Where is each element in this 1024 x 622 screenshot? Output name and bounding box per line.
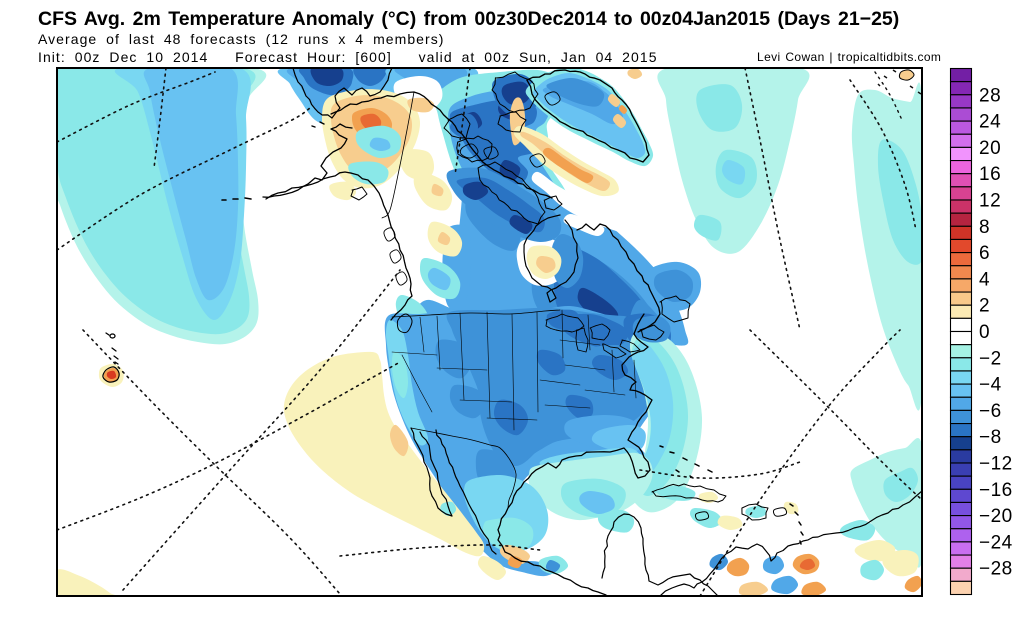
svg-text:−28: −28 bbox=[979, 559, 1013, 580]
svg-text:4: 4 bbox=[979, 269, 990, 290]
svg-text:−2: −2 bbox=[979, 348, 1002, 369]
svg-text:CFS Avg. 2m Temperature Anomal: CFS Avg. 2m Temperature Anomaly (°C) fro… bbox=[38, 8, 899, 30]
svg-text:6: 6 bbox=[979, 243, 990, 264]
svg-text:−4: −4 bbox=[979, 375, 1002, 396]
svg-text:Init: 00z Dec 10 2014 Foreca: Init: 00z Dec 10 2014 Forecast Hour: [60… bbox=[38, 49, 658, 65]
svg-text:Average of last 48 forecasts (: Average of last 48 forecasts (12 runs x … bbox=[38, 31, 445, 47]
svg-text:12: 12 bbox=[979, 191, 1001, 212]
svg-text:−12: −12 bbox=[979, 454, 1013, 475]
svg-text:8: 8 bbox=[979, 217, 990, 238]
svg-text:−16: −16 bbox=[979, 480, 1013, 501]
svg-text:28: 28 bbox=[979, 85, 1001, 106]
svg-text:24: 24 bbox=[979, 112, 1001, 133]
svg-text:−20: −20 bbox=[979, 506, 1013, 527]
svg-text:Levi Cowan | tropicaltidbits.c: Levi Cowan | tropicaltidbits.com bbox=[757, 50, 941, 64]
svg-text:20: 20 bbox=[979, 138, 1001, 159]
svg-text:16: 16 bbox=[979, 164, 1001, 185]
svg-text:0: 0 bbox=[979, 322, 990, 343]
svg-text:−8: −8 bbox=[979, 427, 1002, 448]
svg-text:−6: −6 bbox=[979, 401, 1002, 422]
svg-text:2: 2 bbox=[979, 296, 990, 317]
svg-text:−24: −24 bbox=[979, 532, 1013, 553]
